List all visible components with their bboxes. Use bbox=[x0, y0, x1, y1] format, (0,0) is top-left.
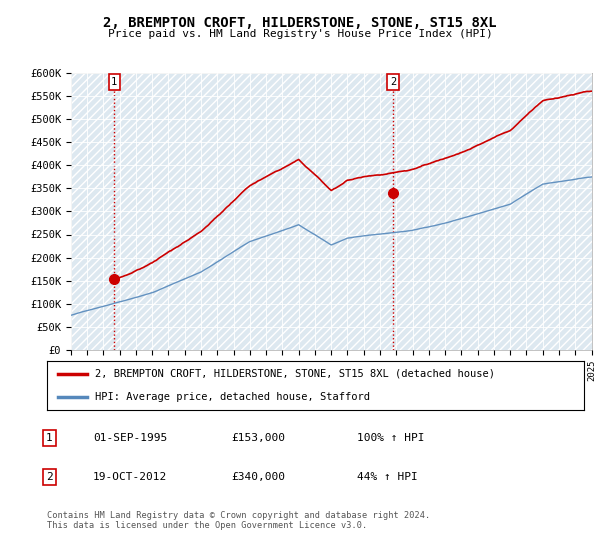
Text: 44% ↑ HPI: 44% ↑ HPI bbox=[357, 472, 418, 482]
Text: HPI: Average price, detached house, Stafford: HPI: Average price, detached house, Staf… bbox=[95, 391, 370, 402]
Text: £340,000: £340,000 bbox=[231, 472, 285, 482]
Text: Price paid vs. HM Land Registry's House Price Index (HPI): Price paid vs. HM Land Registry's House … bbox=[107, 29, 493, 39]
Text: 2: 2 bbox=[46, 472, 53, 482]
Text: 1: 1 bbox=[111, 77, 118, 87]
Text: 19-OCT-2012: 19-OCT-2012 bbox=[93, 472, 167, 482]
Text: 2: 2 bbox=[390, 77, 396, 87]
Text: £153,000: £153,000 bbox=[231, 433, 285, 443]
Text: 1: 1 bbox=[46, 433, 53, 443]
Text: 100% ↑ HPI: 100% ↑ HPI bbox=[357, 433, 425, 443]
Text: 2, BREMPTON CROFT, HILDERSTONE, STONE, ST15 8XL (detached house): 2, BREMPTON CROFT, HILDERSTONE, STONE, S… bbox=[95, 369, 495, 379]
Text: 2, BREMPTON CROFT, HILDERSTONE, STONE, ST15 8XL: 2, BREMPTON CROFT, HILDERSTONE, STONE, S… bbox=[103, 16, 497, 30]
Text: Contains HM Land Registry data © Crown copyright and database right 2024.
This d: Contains HM Land Registry data © Crown c… bbox=[47, 511, 430, 530]
Text: 01-SEP-1995: 01-SEP-1995 bbox=[93, 433, 167, 443]
